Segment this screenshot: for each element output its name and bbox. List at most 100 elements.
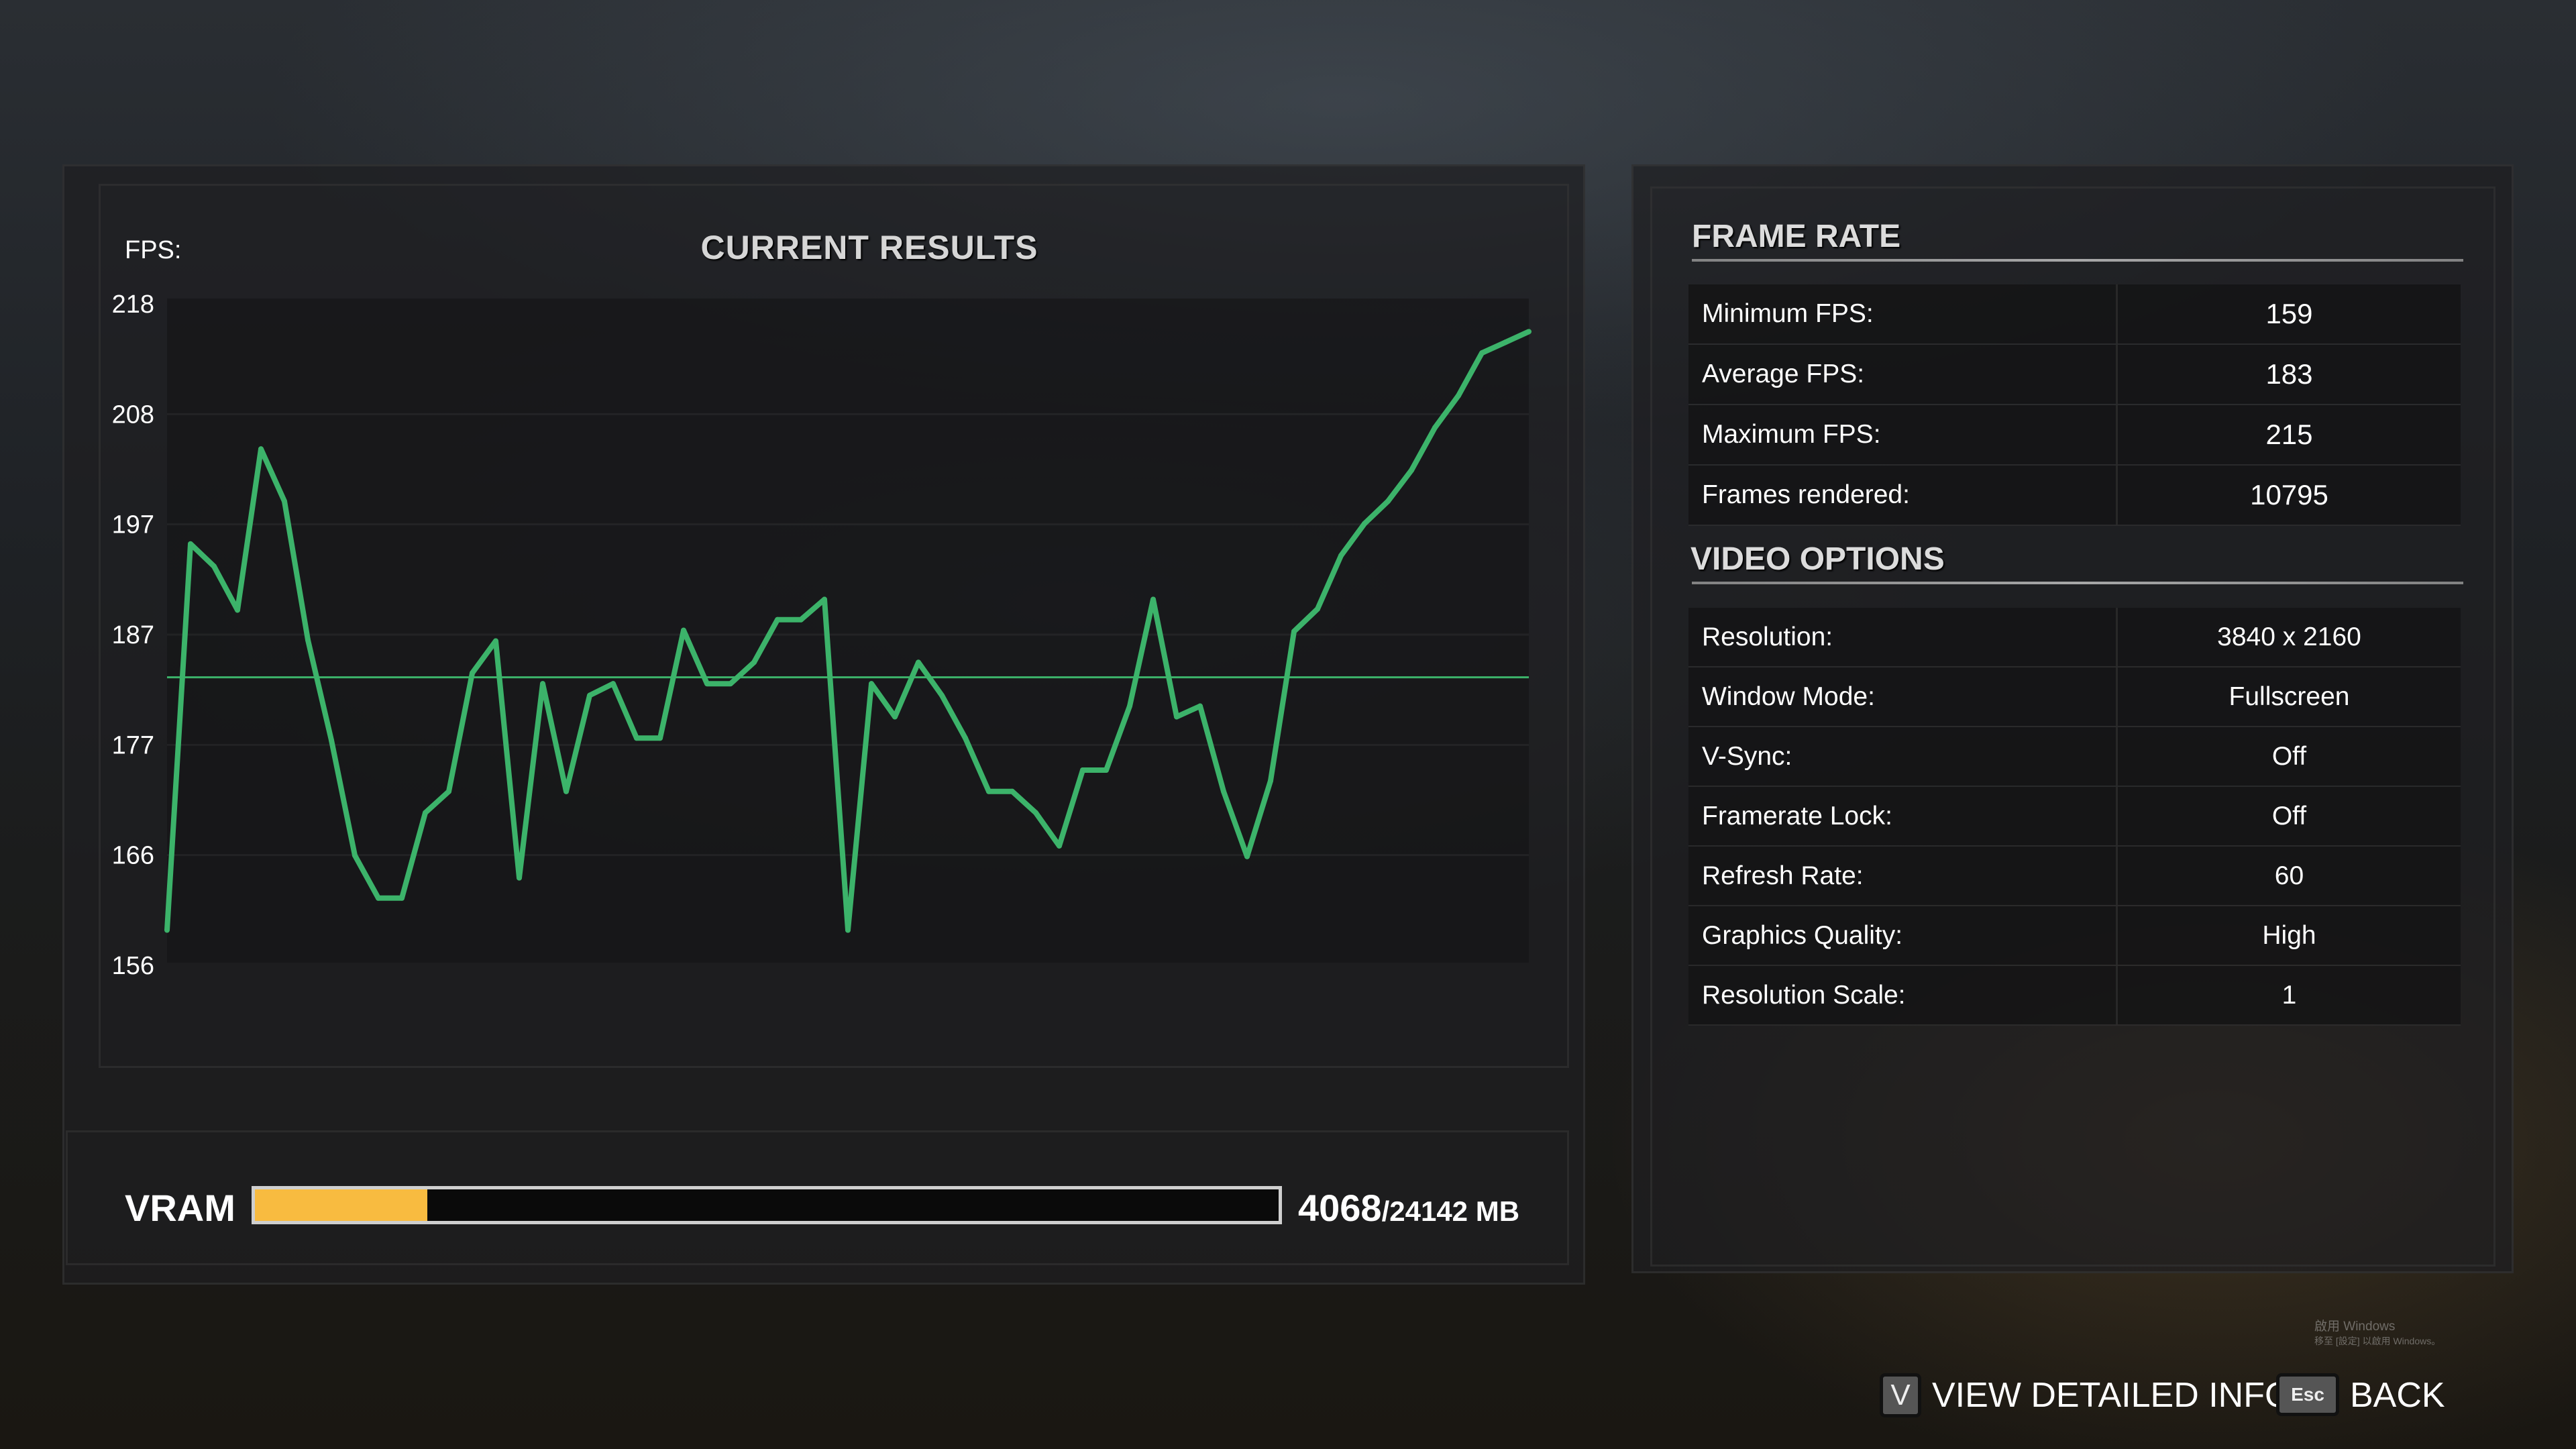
table-row: Resolution: 3840 x 2160 <box>1688 608 2461 667</box>
fps-data-point <box>1526 329 1532 335</box>
y-tick-label: 166 <box>112 842 154 870</box>
fps-data-point <box>564 788 569 794</box>
fps-data-point <box>329 737 334 743</box>
fps-data-point <box>798 616 804 623</box>
fps-data-point <box>1362 521 1367 527</box>
fps-data-point <box>1291 629 1297 635</box>
fps-data-point <box>822 596 827 602</box>
frame-rate-table: Minimum FPS: 159 Average FPS: 183 Maximum … <box>1688 284 2461 526</box>
fps-data-point <box>986 788 991 794</box>
vram-frame <box>66 1130 1569 1265</box>
windows-activation-watermark: 啟用 Windows 移至 [設定] 以啟用 Windows。 <box>2314 1316 2440 1348</box>
table-row: Minimum FPS: 159 <box>1688 284 2461 345</box>
fps-data-point <box>1409 468 1414 474</box>
view-detailed-info-label: VIEW DETAILED INFO <box>1932 1376 2292 1415</box>
v-key-icon: V <box>1880 1373 1921 1417</box>
fps-data-point <box>939 692 945 698</box>
row-label: Refresh Rate: <box>1688 847 2118 905</box>
fps-data-point <box>1080 767 1085 773</box>
table-row: Frames rendered: 10795 <box>1688 466 2461 526</box>
back-label: BACK <box>2350 1376 2445 1415</box>
fps-data-point <box>1033 810 1038 816</box>
row-label: Maximum FPS: <box>1688 405 2118 464</box>
row-label: Framerate Lock: <box>1688 787 2118 845</box>
stats-frame <box>1650 186 2496 1267</box>
video-options-heading: VIDEO OPTIONS <box>1690 541 1945 577</box>
frame-rate-divider <box>1692 259 2463 262</box>
row-value: High <box>2118 906 2461 965</box>
row-value: 1 <box>2118 966 2461 1024</box>
row-value: Off <box>2118 727 2461 786</box>
row-label: Resolution: <box>1688 608 2118 666</box>
y-tick-label: 208 <box>112 400 154 429</box>
fps-data-point <box>681 627 686 633</box>
table-row: Average FPS: 183 <box>1688 345 2461 405</box>
row-value: Off <box>2118 787 2461 845</box>
fps-data-point <box>305 637 311 643</box>
row-value: 183 <box>2118 345 2461 404</box>
row-value: 10795 <box>2118 466 2461 525</box>
fps-data-point <box>916 659 921 665</box>
row-value: 60 <box>2118 847 2461 905</box>
fps-data-point <box>775 616 780 623</box>
fps-data-point <box>376 895 381 901</box>
fps-data-point <box>587 692 592 698</box>
fps-data-point <box>211 564 217 570</box>
y-tick-label: 218 <box>112 290 154 319</box>
fps-data-point <box>845 927 851 933</box>
fps-data-point <box>704 681 710 687</box>
row-label: V-Sync: <box>1688 727 2118 786</box>
fps-data-point <box>610 681 616 687</box>
vram-used: 4068 <box>1298 1187 1382 1229</box>
fps-series-line <box>164 329 1530 933</box>
y-tick-label: 177 <box>112 731 154 759</box>
fps-data-point <box>282 498 287 504</box>
row-value: 159 <box>2118 284 2461 343</box>
fps-data-point <box>1174 714 1179 720</box>
plot-area <box>167 299 1529 963</box>
table-row: Graphics Quality: High <box>1688 906 2461 966</box>
y-tick-label: 187 <box>112 621 154 649</box>
fps-data-point <box>470 670 475 676</box>
fps-data-point <box>728 681 733 687</box>
fps-data-point <box>540 681 545 687</box>
fps-data-point <box>657 735 663 741</box>
fps-data-point <box>963 735 968 741</box>
fps-data-point <box>1221 788 1226 794</box>
fps-data-point <box>423 810 428 816</box>
row-label: Frames rendered: <box>1688 466 2118 525</box>
fps-data-point <box>188 541 193 547</box>
video-options-divider <box>1692 582 2463 584</box>
table-row: Maximum FPS: 215 <box>1688 405 2461 466</box>
fps-data-point <box>751 659 757 665</box>
esc-key-icon: Esc <box>2276 1373 2339 1416</box>
chart-frame <box>99 184 1569 1068</box>
y-tick-label: 156 <box>112 952 154 980</box>
vram-bar <box>252 1186 1282 1224</box>
table-row: Resolution Scale: 1 <box>1688 966 2461 1026</box>
fps-data-point <box>892 714 898 720</box>
fps-data-point <box>1479 350 1485 356</box>
table-row: Framerate Lock: Off <box>1688 787 2461 847</box>
row-value: Fullscreen <box>2118 667 2461 726</box>
table-row: Window Mode: Fullscreen <box>1688 667 2461 727</box>
row-label: Window Mode: <box>1688 667 2118 726</box>
fps-axis-label: FPS: <box>125 236 182 264</box>
fps-data-point <box>164 927 170 933</box>
fps-data-point <box>1432 425 1438 431</box>
fps-data-point <box>517 875 522 881</box>
row-value: 3840 x 2160 <box>2118 608 2461 666</box>
fps-data-point <box>1057 843 1062 849</box>
fps-data-point <box>1338 553 1344 559</box>
fps-data-point <box>446 788 451 794</box>
table-row: V-Sync: Off <box>1688 727 2461 787</box>
row-value: 215 <box>2118 405 2461 464</box>
row-label: Graphics Quality: <box>1688 906 2118 965</box>
watermark-line-1: 啟用 Windows <box>2314 1320 2396 1334</box>
fps-data-point <box>235 607 240 613</box>
fps-data-point <box>1456 392 1461 398</box>
fps-data-point <box>1268 777 1273 784</box>
row-label: Minimum FPS: <box>1688 284 2118 343</box>
fps-data-point <box>1315 606 1320 612</box>
